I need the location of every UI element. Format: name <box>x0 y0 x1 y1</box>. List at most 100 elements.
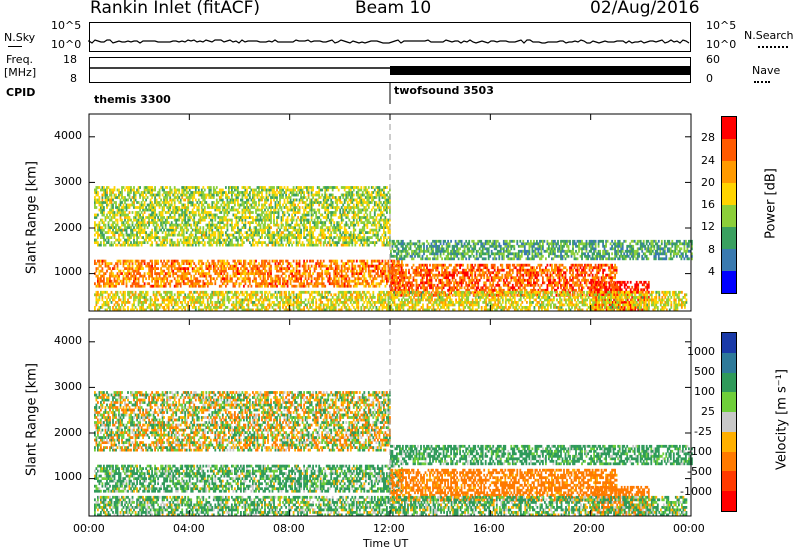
power-cell <box>478 271 481 275</box>
power-cell <box>355 259 358 263</box>
power-cell <box>490 286 493 290</box>
power-cell <box>191 269 194 273</box>
power-cell <box>319 282 322 286</box>
power-cell <box>191 218 194 222</box>
power-cell <box>97 284 99 288</box>
power-cell <box>276 238 278 242</box>
power-cell <box>536 273 538 277</box>
power-cell <box>128 259 131 263</box>
power-cell <box>145 277 147 281</box>
power-cell <box>140 241 143 244</box>
power-cell <box>229 198 232 202</box>
power-cell <box>444 273 446 277</box>
power-cell <box>250 216 253 219</box>
power-cell <box>345 262 348 265</box>
power-cell <box>241 279 244 283</box>
power-cell <box>133 233 135 237</box>
power-cell <box>187 218 190 222</box>
power-cell <box>176 238 179 242</box>
power-cell <box>498 283 501 287</box>
power-cell <box>297 186 299 189</box>
power-cell <box>149 216 152 219</box>
power-cell <box>253 201 256 204</box>
power-cell <box>214 241 217 244</box>
power-cell <box>274 208 277 212</box>
power-cell <box>220 233 223 237</box>
power-cell <box>590 290 593 294</box>
power-cell <box>533 283 535 287</box>
power-cell <box>429 273 431 277</box>
power-cell <box>128 226 131 229</box>
power-cell <box>208 211 211 214</box>
power-cell <box>109 284 111 288</box>
power-cell <box>595 298 597 302</box>
power-cell <box>498 276 501 280</box>
power-cell <box>439 263 442 267</box>
power-cell <box>357 274 360 278</box>
power-cell <box>218 206 221 209</box>
power-cell <box>110 282 113 286</box>
power-cell <box>158 191 161 194</box>
power-cell <box>549 278 552 282</box>
power-cell <box>626 280 629 284</box>
power-cell <box>125 284 128 288</box>
power-cell <box>109 228 111 232</box>
power-cell <box>247 269 250 273</box>
power-cell <box>540 273 543 277</box>
power-cell <box>602 278 604 282</box>
power-cell <box>121 223 123 227</box>
power-cell <box>130 233 132 237</box>
power-cell <box>439 286 442 290</box>
power-cell <box>283 233 286 237</box>
power-cell <box>453 276 455 280</box>
power-cell <box>384 284 387 288</box>
power-cell <box>220 269 223 273</box>
power-cell <box>255 203 257 207</box>
power-cell <box>474 283 477 287</box>
power-cell <box>297 188 299 192</box>
power-cell <box>145 231 147 234</box>
power-cell <box>228 203 230 207</box>
power-cell <box>247 279 250 283</box>
power-cell <box>169 279 172 283</box>
power-cell <box>629 280 632 284</box>
power-cell <box>310 277 313 281</box>
power-cell <box>232 267 235 270</box>
power-cell <box>331 267 334 270</box>
power-cell <box>590 288 593 292</box>
power-cell <box>414 273 416 277</box>
power-cell <box>234 226 236 229</box>
power-cell <box>268 191 271 194</box>
power-cell <box>343 282 346 286</box>
power-cell <box>590 263 592 267</box>
power-cell <box>608 283 611 287</box>
power-cell <box>101 196 104 199</box>
power-cell <box>237 269 239 273</box>
power-cell <box>271 191 274 194</box>
power-cell <box>136 191 138 194</box>
power-cell <box>170 201 173 204</box>
power-cell <box>584 263 586 267</box>
power-cell <box>193 191 196 194</box>
power-cell <box>218 236 221 239</box>
power-cell <box>637 285 640 289</box>
power-cell <box>197 218 200 222</box>
power-cell <box>340 279 343 283</box>
power-cell <box>188 238 191 242</box>
power-cell <box>197 191 200 194</box>
power-cell <box>130 277 132 281</box>
power-cell <box>412 276 415 280</box>
power-cell <box>271 211 274 214</box>
power-cell <box>240 198 242 202</box>
power-cell <box>231 221 233 224</box>
power-cell <box>176 226 179 229</box>
power-cell <box>603 278 606 282</box>
power-cell <box>367 272 370 275</box>
power-cell <box>300 279 302 283</box>
power-cell <box>271 233 274 237</box>
power-cell <box>262 267 265 270</box>
power-cell <box>384 269 387 273</box>
power-cell <box>143 196 146 199</box>
power-cell <box>231 277 233 281</box>
power-cell <box>364 264 367 268</box>
